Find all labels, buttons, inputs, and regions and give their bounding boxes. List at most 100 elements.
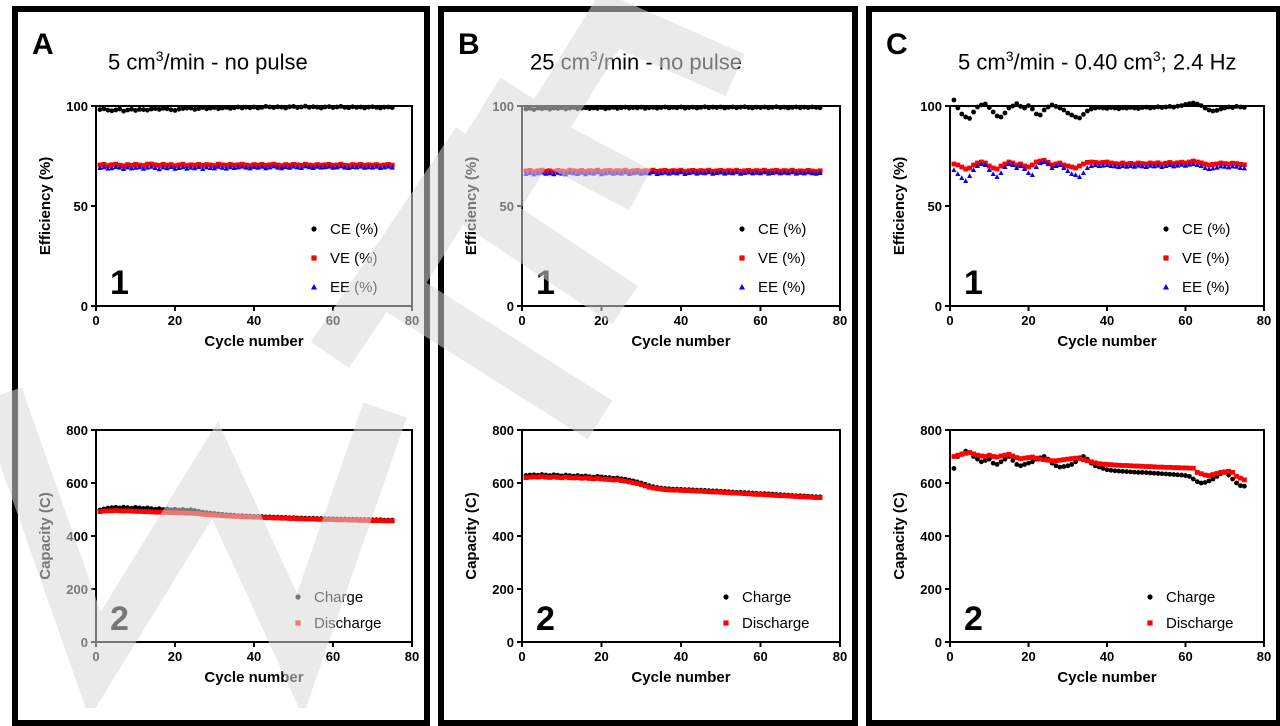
data-point: [1171, 472, 1177, 477]
data-point: [294, 164, 301, 170]
data-point: [1206, 473, 1212, 478]
data-point: [1194, 470, 1200, 475]
data-point: [595, 106, 600, 111]
data-point: [809, 494, 815, 500]
data-point: [1234, 161, 1239, 166]
data-point: [1222, 164, 1228, 169]
data-point: [746, 491, 751, 497]
data-point: [543, 474, 549, 480]
data-point: [777, 170, 783, 176]
data-point: [251, 164, 257, 169]
title-rest: /min - no pulse: [163, 49, 308, 75]
data-point: [1132, 469, 1137, 475]
data-point: [746, 105, 751, 110]
data-point: [1033, 111, 1039, 117]
data-point: [164, 162, 170, 168]
data-point: [1210, 108, 1216, 114]
data-point: [188, 105, 194, 111]
data-point: [781, 493, 787, 499]
data-point: [745, 169, 752, 175]
data-point: [362, 105, 367, 111]
data-point: [1241, 483, 1247, 489]
data-point: [1041, 107, 1047, 113]
legend-marker: [295, 594, 301, 600]
data-point: [1230, 163, 1236, 169]
x-tick-label: 60: [1178, 649, 1192, 664]
data-point: [286, 165, 293, 170]
data-point: [168, 164, 174, 169]
data-point: [302, 103, 308, 109]
data-point: [805, 494, 811, 500]
data-point: [1077, 456, 1082, 462]
data-point: [682, 488, 688, 494]
data-point: [1206, 166, 1212, 171]
data-point: [1206, 478, 1212, 484]
data-point: [1069, 462, 1075, 467]
data-point: [1210, 165, 1216, 171]
data-point: [152, 165, 158, 170]
data-point: [793, 170, 799, 176]
data-point: [1139, 463, 1145, 469]
data-point: [998, 459, 1004, 465]
data-point: [156, 166, 162, 172]
y-axis-title: Efficiency (%): [891, 157, 908, 255]
data-point: [192, 162, 198, 168]
data-point: [101, 162, 107, 167]
data-point: [267, 164, 273, 170]
data-point: [951, 161, 957, 167]
data-point: [951, 97, 957, 103]
panel-title: 5 cm3/min - 0.40 cm3; 2.4 Hz: [958, 48, 1236, 75]
data-point: [975, 452, 980, 458]
data-point: [1136, 106, 1141, 111]
subplot-number: 1: [110, 264, 129, 302]
x-tick-label: 40: [247, 313, 261, 328]
data-point: [1178, 162, 1185, 167]
data-point: [1116, 161, 1122, 167]
panel-c: C 5 cm3/min - 0.40 cm3; 2.4 Hz 0 20 40 60 80…: [866, 6, 1280, 726]
subplot-number: 1: [964, 264, 983, 302]
legend-marker: [311, 226, 317, 232]
data-point: [1218, 470, 1224, 475]
data-point: [109, 165, 115, 171]
data-point: [770, 105, 775, 110]
data-point: [109, 162, 115, 168]
y-tick-label: 50: [500, 199, 514, 214]
data-point: [1202, 161, 1208, 167]
legend-label: Charge: [314, 589, 363, 606]
data-point: [1092, 460, 1098, 466]
data-point: [1124, 105, 1130, 111]
data-point: [1198, 163, 1204, 168]
plot-frame: [95, 105, 413, 307]
data-point: [591, 476, 596, 482]
data-point: [97, 107, 103, 112]
data-point: [346, 105, 352, 111]
data-point: [797, 494, 803, 500]
data-point: [982, 454, 988, 459]
data-point: [1077, 115, 1082, 121]
data-point: [603, 106, 608, 112]
data-point: [694, 488, 700, 494]
legend-marker: [295, 620, 301, 626]
data-point: [1069, 456, 1075, 462]
data-point: [654, 486, 660, 491]
data-point: [1037, 112, 1043, 118]
efficiency-chart-b: 0 20 40 60 80 0 50 100 Cycle number Efficiency (%…: [463, 99, 847, 350]
data-point: [247, 163, 253, 168]
data-point: [1033, 455, 1039, 461]
data-point: [1084, 165, 1090, 170]
data-point: [184, 105, 190, 111]
data-point: [967, 173, 973, 178]
data-point: [1112, 462, 1118, 468]
data-point: [1084, 108, 1090, 114]
legend-label: EE (%): [758, 279, 806, 296]
series-ee: [951, 159, 1247, 183]
data-point: [1116, 106, 1122, 112]
title-main: 5 cm: [958, 49, 1006, 75]
data-point: [271, 163, 277, 169]
data-point: [101, 164, 107, 170]
data-point: [1175, 465, 1181, 471]
data-point: [208, 162, 213, 168]
data-point: [1120, 163, 1126, 168]
data-point: [259, 105, 265, 110]
